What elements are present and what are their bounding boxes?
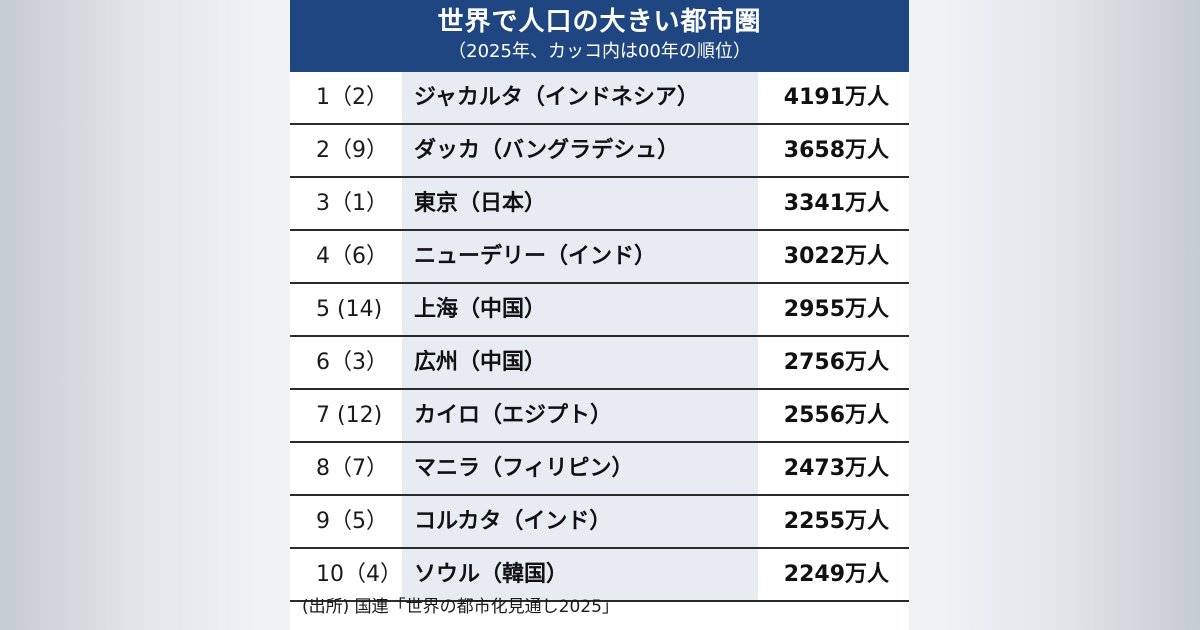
table-row: 1（2） ジャカルタ（インドネシア） 4191万人 [290, 72, 909, 125]
population-cell: 2249万人 [783, 562, 889, 587]
rank-cell: 9（5） [316, 509, 388, 534]
city-cell: 広州（中国） [402, 337, 758, 388]
city-cell: ニューデリー（インド） [402, 231, 758, 282]
chart-header: 世界で人口の大きい都市圏 （2025年、カッコ内は00年の順位） [290, 0, 909, 72]
rank-cell: 1（2） [316, 85, 388, 110]
ranking-table: 1（2） ジャカルタ（インドネシア） 4191万人 2（9） ダッカ（バングラデシュ） 3… [290, 72, 909, 602]
table-row: 7 (12) カイロ（エジプト） 2556万人 [290, 390, 909, 443]
chart-subtitle: （2025年、カッコ内は00年の順位） [448, 41, 751, 62]
table-row: 5 (14) 上海（中国） 2955万人 [290, 284, 909, 337]
source-note: (出所) 国連「世界の都市化見通し2025」 [302, 597, 619, 617]
table-row: 10（4） ソウル（韓国） 2249万人 [290, 549, 909, 602]
population-cell: 2473万人 [783, 456, 889, 481]
population-cell: 3658万人 [783, 138, 889, 163]
city-cell: ダッカ（バングラデシュ） [402, 125, 758, 176]
city-cell: マニラ（フィリピン） [402, 443, 758, 494]
rank-cell: 4（6） [316, 244, 388, 269]
table-row: 6（3） 広州（中国） 2756万人 [290, 337, 909, 390]
city-cell: 東京（日本） [402, 178, 758, 229]
rank-cell: 6（3） [316, 350, 388, 375]
population-cell: 3341万人 [783, 191, 889, 216]
city-cell: ソウル（韓国） [402, 549, 758, 600]
population-cell: 2955万人 [783, 297, 889, 322]
city-cell: コルカタ（インド） [402, 496, 758, 547]
rank-cell: 10（4） [316, 562, 402, 587]
population-cell: 3022万人 [783, 244, 889, 269]
population-cell: 2556万人 [783, 403, 889, 428]
population-cell: 4191万人 [783, 85, 889, 110]
population-cell: 2255万人 [783, 509, 889, 534]
city-cell: 上海（中国） [402, 284, 758, 335]
table-row: 3（1） 東京（日本） 3341万人 [290, 178, 909, 231]
rank-cell: 2（9） [316, 138, 388, 163]
chart-title: 世界で人口の大きい都市圏 [437, 7, 762, 37]
table-row: 8（7） マニラ（フィリピン） 2473万人 [290, 443, 909, 496]
table-row: 4（6） ニューデリー（インド） 3022万人 [290, 231, 909, 284]
rank-cell: 8（7） [316, 456, 388, 481]
rank-cell: 3（1） [316, 191, 388, 216]
rank-cell: 5 (14) [316, 297, 383, 322]
city-cell: ジャカルタ（インドネシア） [402, 72, 758, 123]
table-row: 9（5） コルカタ（インド） 2255万人 [290, 496, 909, 549]
population-cell: 2756万人 [783, 350, 889, 375]
chart-card: 世界で人口の大きい都市圏 （2025年、カッコ内は00年の順位） 1（2） ジャカ… [290, 0, 909, 630]
table-row: 2（9） ダッカ（バングラデシュ） 3658万人 [290, 125, 909, 178]
city-cell: カイロ（エジプト） [402, 390, 758, 441]
rank-cell: 7 (12) [316, 403, 383, 428]
